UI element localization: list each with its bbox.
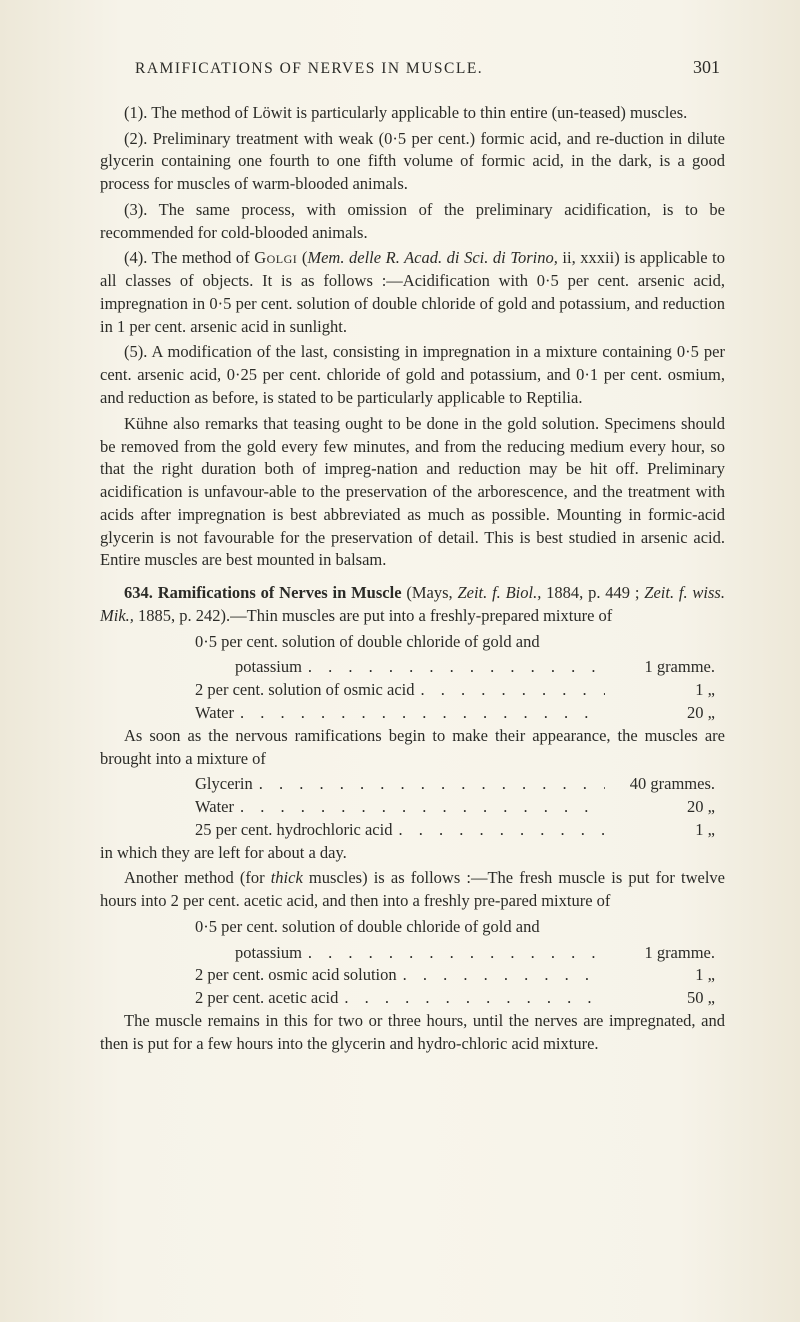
para-10: The muscle remains in this for two or th…	[100, 1010, 725, 1056]
table-row: potassium . . . . . . . . . . . . . . . …	[195, 656, 715, 679]
citation-italic: Mem. delle R. Acad. di Sci. di Torino,	[307, 248, 558, 267]
ingredient-value: 20 „	[605, 702, 715, 725]
ingredient-label: 2 per cent. solution of osmic acid	[195, 679, 415, 702]
ingredient-value: 50 „	[605, 987, 715, 1010]
recipe-table-2: Glycerin . . . . . . . . . . . . . . . .…	[100, 773, 725, 841]
ingredient-label: 2 per cent. acetic acid	[195, 987, 338, 1010]
para-7: As soon as the nervous ramifications beg…	[100, 725, 725, 771]
leader-dots: . . . . . . . . . . . . . . . . . . . .	[415, 679, 606, 702]
ingredient-value: 1 gramme.	[605, 656, 715, 679]
table-intro: 0·5 per cent. solution of double chlorid…	[195, 631, 715, 654]
text: 1885, p. 242).—Thin muscles are put into…	[134, 606, 612, 625]
section-heading: 634. Ramifications of Nerves in Muscle	[124, 583, 406, 602]
leader-dots: . . . . . . . . . . . . . . . . . . . .	[253, 773, 605, 796]
table-row: Water . . . . . . . . . . . . . . . . . …	[195, 702, 715, 725]
citation-italic: Zeit. f. Biol.,	[457, 583, 541, 602]
table-row: 2 per cent. solution of osmic acid . . .…	[195, 679, 715, 702]
para-8: in which they are left for about a day.	[100, 842, 725, 865]
table-row: 2 per cent. acetic acid . . . . . . . . …	[195, 987, 715, 1010]
ingredient-label: potassium	[235, 942, 302, 965]
ingredient-label: Water	[195, 796, 234, 819]
ingredient-value: 20 „	[605, 796, 715, 819]
text: 1884, p. 449 ;	[541, 583, 644, 602]
leader-dots: . . . . . . . . . . . . . . . . . . . .	[234, 702, 605, 725]
ingredient-label: Glycerin	[195, 773, 253, 796]
para-6: Kühne also remarks that teasing ought to…	[100, 413, 725, 572]
table-row: 25 per cent. hydrochloric acid . . . . .…	[195, 819, 715, 842]
table-row: Water . . . . . . . . . . . . . . . . . …	[195, 796, 715, 819]
page-header: RAMIFICATIONS OF NERVES IN MUSCLE. 301	[100, 55, 725, 80]
table-row: 2 per cent. osmic acid solution . . . . …	[195, 964, 715, 987]
para-2: (2). Preliminary treatment with weak (0·…	[100, 128, 725, 196]
para-4: (4). The method of Golgi (Mem. delle R. …	[100, 247, 725, 338]
running-head: RAMIFICATIONS OF NERVES IN MUSCLE.	[135, 58, 483, 79]
ingredient-value: 40 grammes.	[605, 773, 715, 796]
leader-dots: . . . . . . . . . . . . . . . . . . . .	[302, 942, 605, 965]
text: Another method (for	[124, 868, 271, 887]
table-row: Glycerin . . . . . . . . . . . . . . . .…	[195, 773, 715, 796]
italic-thick: thick	[271, 868, 303, 887]
page: RAMIFICATIONS OF NERVES IN MUSCLE. 301 (…	[0, 0, 800, 1322]
author-golgi: Golgi	[254, 248, 297, 267]
section-634: 634. Ramifications of Nerves in Muscle (…	[100, 582, 725, 628]
ingredient-value: 1 „	[605, 819, 715, 842]
table-intro: 0·5 per cent. solution of double chlorid…	[195, 916, 715, 939]
ingredient-label: Water	[195, 702, 234, 725]
ingredient-value: 1 „	[605, 964, 715, 987]
leader-dots: . . . . . . . . . . . . . . . . . . . .	[338, 987, 605, 1010]
leader-dots: . . . . . . . . . . . . . . . . . . . .	[397, 964, 605, 987]
text: (	[297, 248, 307, 267]
recipe-table-1: 0·5 per cent. solution of double chlorid…	[100, 631, 725, 725]
page-number: 301	[693, 55, 720, 80]
para-5: (5). A modification of the last, consist…	[100, 341, 725, 409]
para-1: (1). The method of Löwit is particularly…	[100, 102, 725, 125]
recipe-table-3: 0·5 per cent. solution of double chlorid…	[100, 916, 725, 1010]
ingredient-label: 2 per cent. osmic acid solution	[195, 964, 397, 987]
leader-dots: . . . . . . . . . . . . . . . . . . . .	[234, 796, 605, 819]
ingredient-label: 25 per cent. hydrochloric acid	[195, 819, 392, 842]
ingredient-value: 1 gramme.	[605, 942, 715, 965]
table-row: potassium . . . . . . . . . . . . . . . …	[195, 942, 715, 965]
ingredient-value: 1 „	[605, 679, 715, 702]
para-3: (3). The same process, with omission of …	[100, 199, 725, 245]
leader-dots: . . . . . . . . . . . . . . . . . . . .	[302, 656, 605, 679]
ingredient-label: potassium	[235, 656, 302, 679]
para-9: Another method (for thick muscles) is as…	[100, 867, 725, 913]
text: (4). The method of	[124, 248, 254, 267]
leader-dots: . . . . . . . . . . . . . . . . . . . .	[392, 819, 605, 842]
text: (Mays,	[406, 583, 457, 602]
